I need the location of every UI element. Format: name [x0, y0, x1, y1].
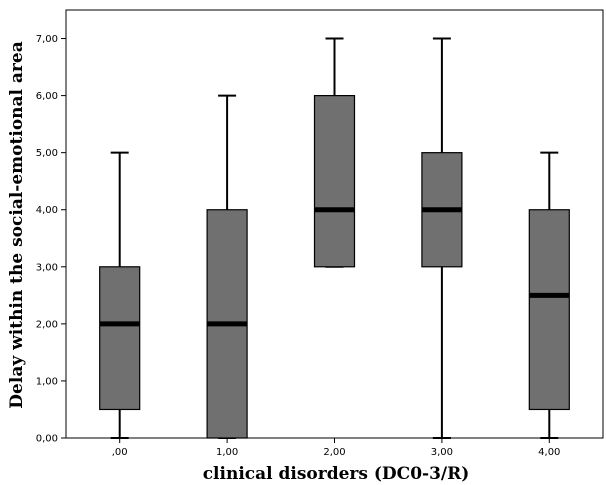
x-tick-label: 4,00 [538, 447, 560, 458]
y-tick-label: 0,00 [36, 434, 58, 445]
y-tick-label: 7,00 [36, 34, 58, 45]
x-tick-label: 1,00 [216, 447, 238, 458]
iqr-box [313, 94, 356, 268]
box-5 [528, 151, 570, 439]
y-axis: 0,00 1,00 2,00 3,00 4,00 5,00 6,00 7,00 [36, 34, 66, 445]
y-tick-label: 2,00 [36, 319, 58, 330]
y-tick-label: 4,00 [36, 205, 58, 216]
y-tick-label: 3,00 [36, 262, 58, 273]
x-tick-label: ,00 [112, 447, 128, 458]
x-tick-label: 3,00 [431, 447, 453, 458]
iqr-box [528, 209, 570, 411]
y-axis-title: Delay within the social-emotional area [7, 41, 27, 408]
box-series [99, 37, 570, 439]
iqr-box [99, 266, 141, 411]
box-4 [421, 37, 463, 439]
y-tick-label: 1,00 [36, 376, 58, 387]
x-tick-label: 2,00 [323, 447, 345, 458]
x-axis-title: clinical disorders (DC0-3/R) [203, 464, 470, 484]
y-tick-label: 5,00 [36, 148, 58, 159]
box-2 [206, 94, 248, 439]
box-3 [313, 37, 356, 268]
box-1 [99, 151, 141, 439]
y-tick-label: 6,00 [36, 91, 58, 102]
